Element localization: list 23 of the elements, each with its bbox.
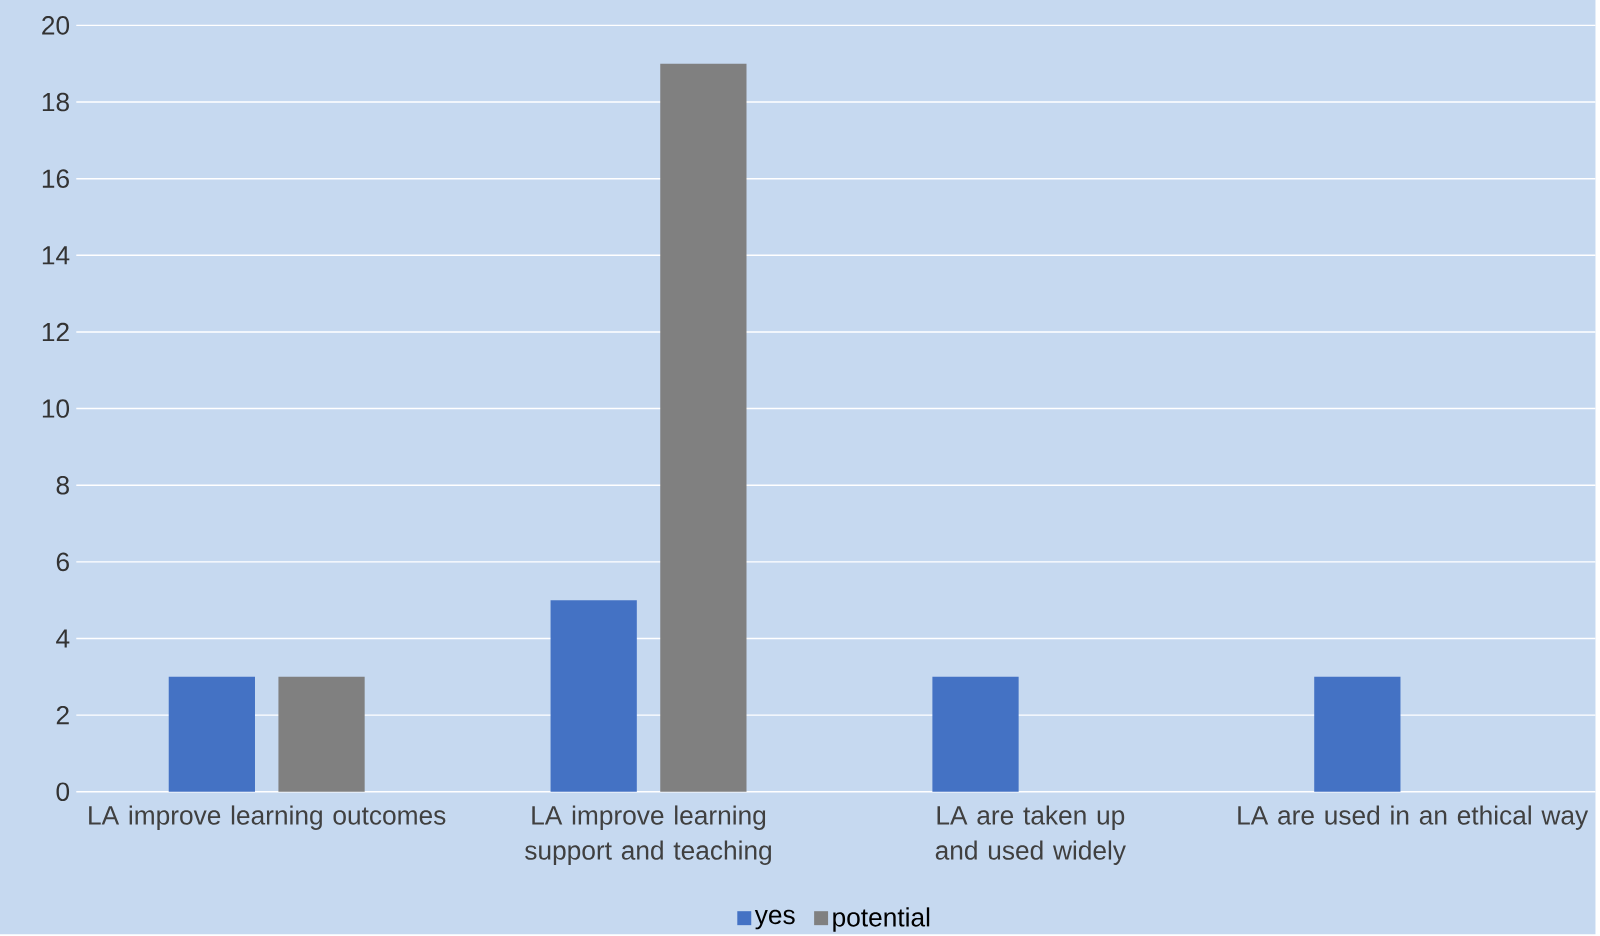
legend-label: yes [754, 909, 795, 930]
bar [1314, 676, 1401, 792]
y-tick-label: 18 [42, 92, 69, 112]
bar [278, 676, 365, 792]
x-tick-label: LA are used in an ethical way [1238, 805, 1589, 830]
y-tick-label: 10 [42, 399, 70, 418]
x-tick-label: LA are taken up and used widely [935, 805, 1126, 865]
y-tick-label: 20 [42, 16, 70, 35]
bar [550, 600, 637, 792]
y-tick-label: 12 [42, 322, 69, 342]
legend-label: potential [833, 907, 930, 932]
y-tick-label: 8 [56, 475, 69, 495]
bar [932, 676, 1019, 792]
y-tick-label: 2 [56, 705, 69, 725]
bar [660, 63, 747, 792]
y-tick-label: 14 [42, 246, 70, 265]
y-tick-label: 4 [56, 629, 70, 648]
y-tick-label: 0 [56, 782, 70, 802]
x-tick-label: LA improve learning outcomes [89, 805, 446, 830]
x-tick-label: LA improve learning support and teaching [525, 805, 771, 865]
y-tick-label: 16 [42, 169, 69, 188]
y-tick-label: 6 [56, 552, 69, 572]
bar [168, 676, 255, 792]
